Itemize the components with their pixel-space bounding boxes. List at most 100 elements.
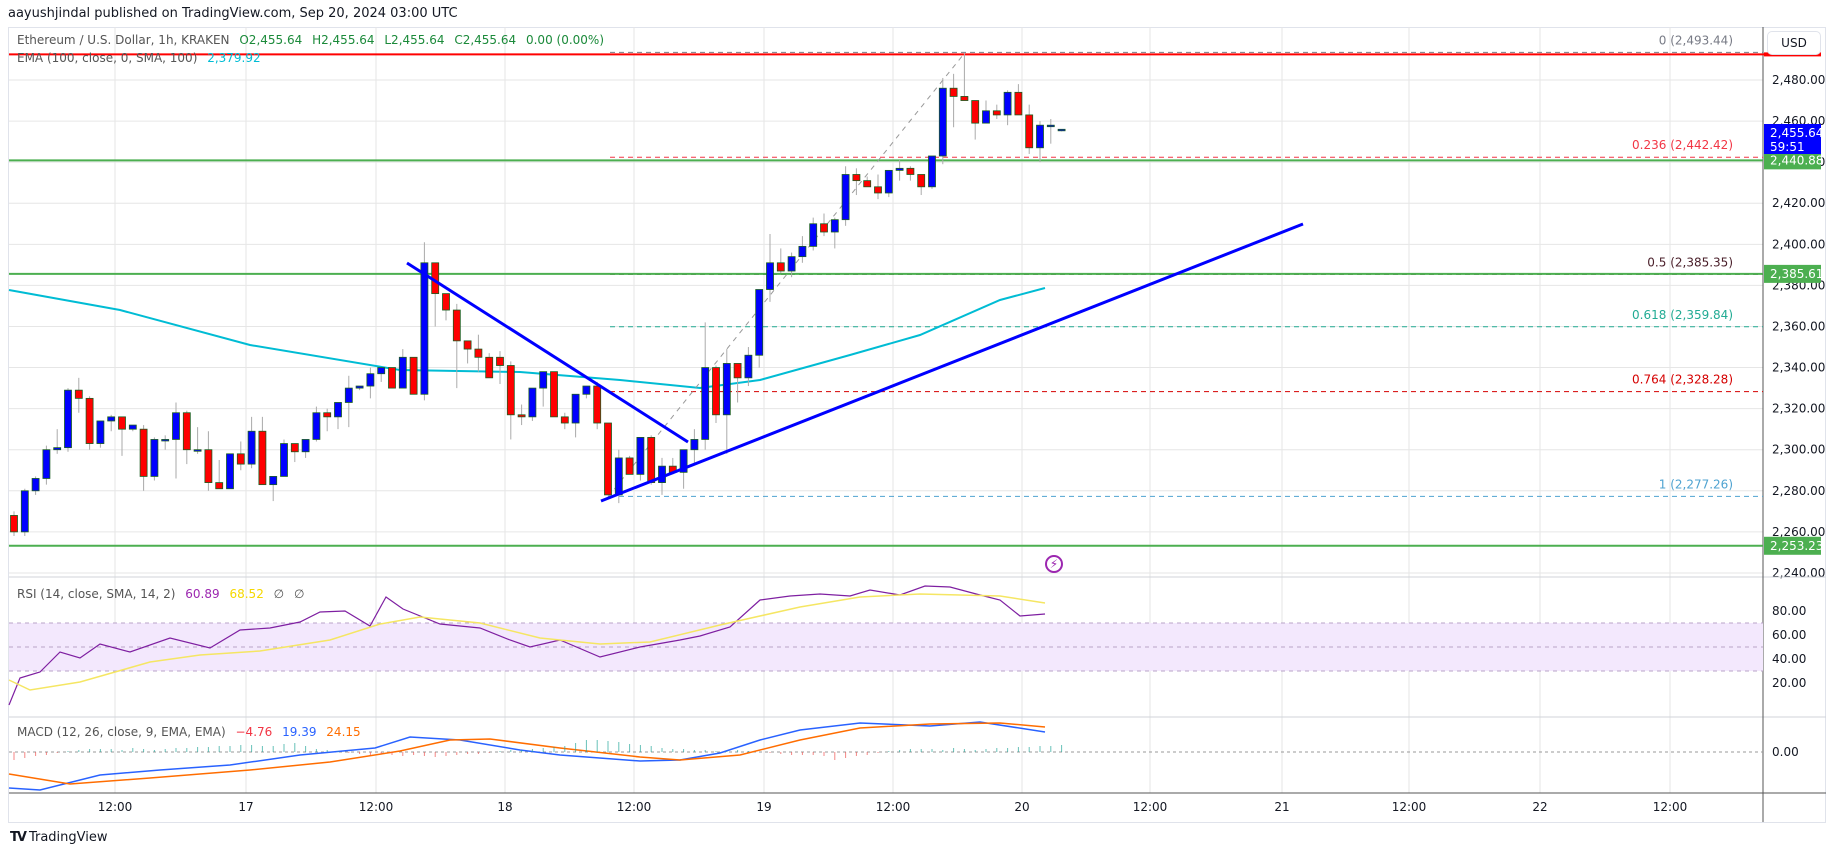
candle-body [258,430,267,486]
candle-body [571,393,580,424]
rsi-tick-label: 80.00 [1772,604,1806,618]
rsi-band [9,623,1763,671]
last-price-badge [1764,124,1821,154]
candle-body [355,385,364,389]
candle-body [290,443,299,453]
candle-body [949,87,958,97]
time-tick-label: 17 [238,800,253,814]
candle-body [636,436,645,475]
candle-body [582,385,591,395]
candle-body [118,416,126,430]
candle-body [31,478,40,492]
ema-legend: EMA (100, close, 0, SMA, 100) 2,379.92 [17,51,267,65]
rsi-label: RSI (14, close, SMA, 14, 2) [17,587,176,601]
candle-body [863,180,872,188]
candle-body [215,482,224,490]
candle-body [798,245,807,258]
candle-body [733,363,742,379]
candle-body [20,490,29,533]
change-value: 0.00 (0.00%) [525,33,605,47]
candle-body [150,439,159,477]
candle-body [1025,114,1034,149]
candle-body [938,87,947,157]
tradingview-logo-icon: 𝗧𝗩 [10,830,27,845]
rsi-sma-line [8,593,1046,691]
rsi-tick-label: 20.00 [1772,676,1806,690]
candle-body [204,449,213,483]
candle-body [334,402,342,418]
candle-body [1003,91,1012,116]
candle-body [1014,91,1023,116]
fib-diagonal [607,52,965,498]
price-tick-label: 2,240.00 [1772,566,1825,580]
rsi-value: 60.89 [185,587,220,601]
candle-body [971,100,980,124]
lightning-alert-icon[interactable]: ⚡ [1045,555,1063,573]
fib-level-label: 0.5 (2,385.35) [1647,255,1733,269]
candle-body [377,367,386,375]
time-tick-label: 12:00 [617,800,652,814]
candle-body [193,449,202,452]
candle-body [463,340,472,350]
time-tick-label: 21 [1274,800,1289,814]
candle-body [280,443,288,477]
symbol-legend: Ethereum / U.S. Dollar, 1h, KRAKEN O2,45… [17,33,610,47]
ema-label: EMA (100, close, 0, SMA, 100) [17,51,198,65]
time-tick-label: 12:00 [1653,800,1688,814]
fib-level-label: 0 (2,493.44) [1659,33,1733,47]
time-tick-label: 19 [756,800,771,814]
candle-body [884,169,893,194]
macd-line [8,721,1046,791]
price-tick-label: 2,300.00 [1772,443,1825,457]
level-label-2253 [1764,536,1821,555]
time-tick-label: 12:00 [98,800,133,814]
candle-body [625,457,634,475]
candle-body [874,186,882,194]
candle-body [64,389,72,449]
candle-body [1046,124,1055,128]
price-tick-label: 2,420.00 [1772,196,1825,210]
candle-body [550,371,558,418]
macd-value: 19.39 [282,725,317,739]
macd-signal-line [8,722,1046,785]
candle-body [474,348,483,358]
candle-body [593,385,602,424]
macd-signal-value: 24.15 [326,725,361,739]
candle-body [344,387,353,403]
candle-body [960,96,969,101]
candle-body [107,416,116,422]
candle-body [712,367,720,416]
level-label-2385-text: 2,385.61 [1770,267,1823,281]
currency-button[interactable]: USD [1767,31,1821,55]
candle-body [830,219,839,233]
rsi-legend: RSI (14, close, SMA, 14, 2) 60.89 68.52 … [17,587,310,601]
level-label-2385 [1764,264,1821,283]
candle-body [398,356,407,389]
last-price-text: 2,455.64 [1770,126,1823,140]
chart-frame [8,27,1826,823]
candle-body [96,420,105,444]
price-tick-label: 2,260.00 [1772,525,1825,539]
fib-level-label: 0.618 (2,359.84) [1632,308,1733,322]
rsi-extra-1: ∅ [273,587,285,601]
level-label-2440 [1764,151,1821,170]
bullish-trendline [600,222,1304,503]
macd-tick-label: 0.00 [1772,745,1799,759]
candle-body [679,449,688,473]
tradingview-logo[interactable]: 𝗧𝗩 TradingView [10,830,107,845]
rsi-sma-value: 68.52 [229,587,264,601]
candle-body [560,416,569,424]
macd-legend: MACD (12, 26, close, 9, EMA, EMA) −4.76 … [17,725,367,739]
time-tick-label: 12:00 [1392,800,1427,814]
candle-body [420,262,429,395]
candle-body [366,373,375,387]
time-tick-label: 22 [1532,800,1547,814]
close-value: C2,455.64 [454,33,517,47]
candle-body [528,387,537,418]
time-tick-label: 12:00 [1133,800,1168,814]
candle-body [409,356,418,395]
candle-body [1057,128,1066,132]
candle-body [236,453,245,465]
candle-body [690,439,699,451]
